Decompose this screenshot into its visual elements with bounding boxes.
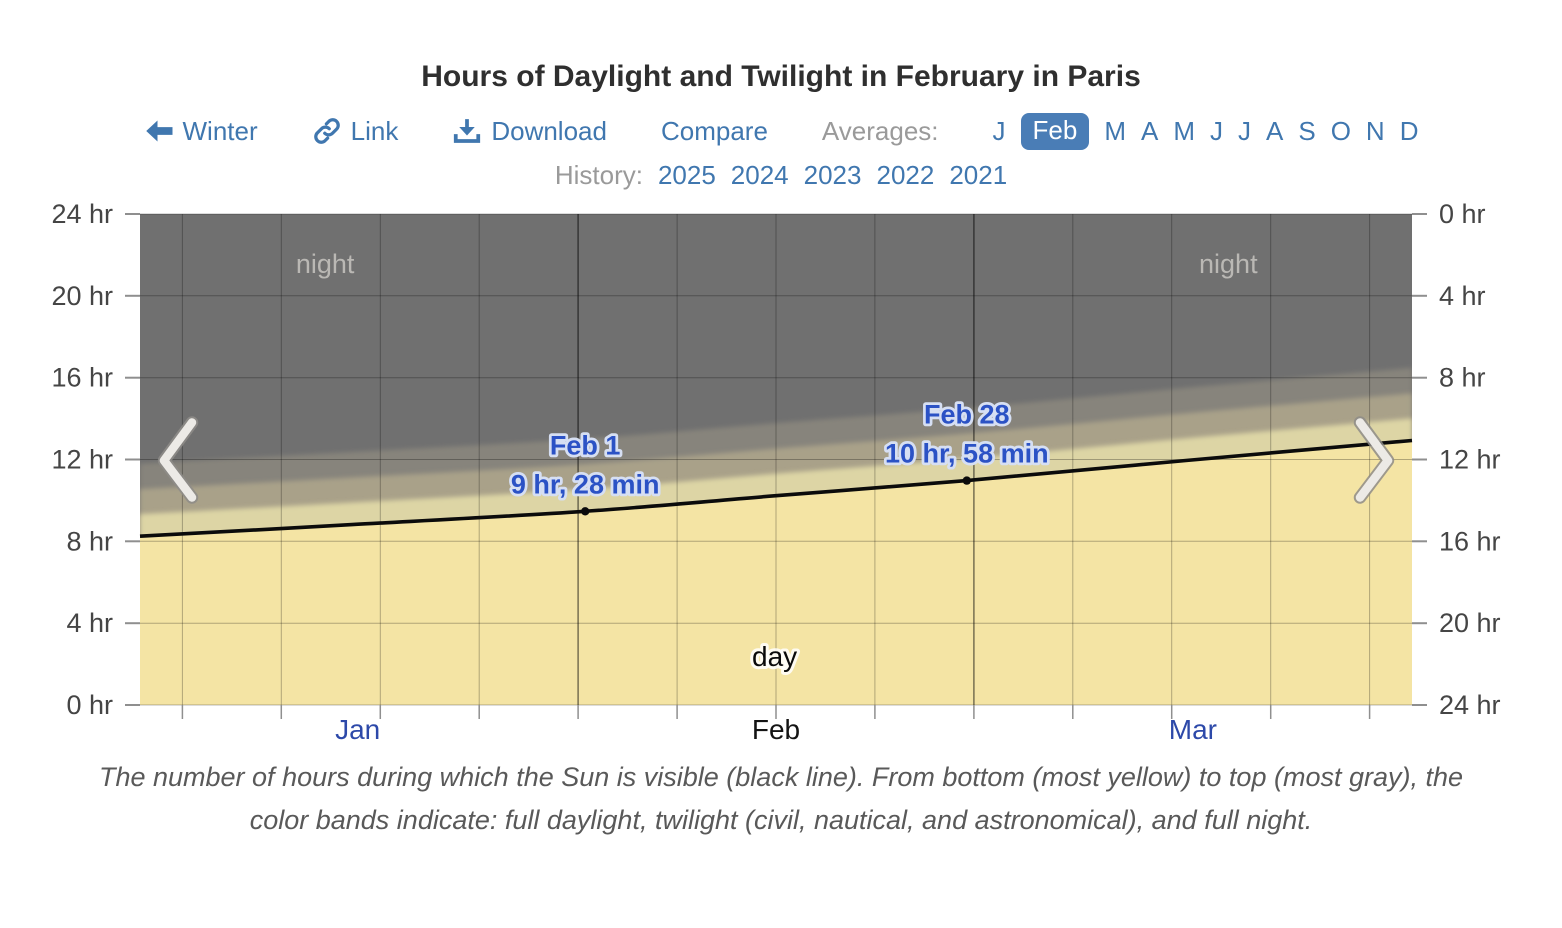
next-period-button[interactable] bbox=[1353, 416, 1395, 504]
history-year-2025[interactable]: 2025 bbox=[657, 160, 716, 190]
month-pill-dec[interactable]: D bbox=[1399, 115, 1419, 146]
x-axis-month-jan[interactable]: Jan bbox=[335, 714, 380, 745]
y-axis-label-left: 4 hr bbox=[66, 608, 113, 638]
annotation-dot-0 bbox=[581, 507, 590, 516]
history-label: History: bbox=[554, 160, 643, 190]
history-row: History: 2025 2024 2023 2022 2021 bbox=[0, 160, 1562, 191]
annotation-date-1: Feb 28 bbox=[924, 400, 1010, 430]
history-year-2022[interactable]: 2022 bbox=[876, 160, 935, 190]
link-button[interactable]: Link bbox=[312, 115, 399, 147]
annotation-date-0: Feb 1 bbox=[550, 430, 621, 460]
download-label: Download bbox=[491, 115, 607, 146]
compare-button[interactable]: Compare bbox=[661, 116, 768, 147]
y-axis-label-right: 0 hr bbox=[1439, 199, 1486, 229]
month-pill-aug[interactable]: A bbox=[1266, 115, 1284, 146]
back-arrow-icon bbox=[145, 120, 172, 142]
y-axis-label-left: 24 hr bbox=[51, 199, 113, 229]
month-pill-jun[interactable]: J bbox=[1210, 115, 1223, 146]
download-icon bbox=[454, 119, 481, 143]
back-button[interactable]: Winter bbox=[144, 116, 258, 147]
month-pill-apr[interactable]: A bbox=[1140, 115, 1159, 146]
y-axis-label-left: 8 hr bbox=[66, 526, 113, 556]
night-region-label: night bbox=[1199, 249, 1258, 279]
back-label: Winter bbox=[182, 115, 258, 146]
history-year-2024[interactable]: 2024 bbox=[730, 160, 789, 190]
day-region-label: day bbox=[752, 641, 797, 672]
toolbar: Winter Link Download Compare Averages: J… bbox=[0, 106, 1562, 156]
y-axis-label-right: 24 hr bbox=[1439, 690, 1501, 720]
y-axis-label-right: 8 hr bbox=[1439, 363, 1486, 393]
page-title: Hours of Daylight and Twilight in Februa… bbox=[421, 60, 1141, 93]
y-axis-label-right: 4 hr bbox=[1439, 281, 1486, 311]
y-axis-label-left: 0 hr bbox=[66, 690, 113, 720]
annotation-value-1: 10 hr, 58 min bbox=[885, 439, 1049, 469]
prev-period-button[interactable] bbox=[157, 416, 199, 504]
annotation-dot-1 bbox=[962, 476, 971, 485]
y-axis-label-right: 12 hr bbox=[1439, 445, 1501, 475]
y-axis-label-left: 20 hr bbox=[51, 281, 113, 311]
compare-label: Compare bbox=[660, 115, 768, 146]
y-axis-label-left: 16 hr bbox=[51, 363, 113, 393]
history-year-2021[interactable]: 2021 bbox=[949, 160, 1008, 190]
month-pill-nov[interactable]: N bbox=[1365, 115, 1385, 146]
month-pill-mar[interactable]: M bbox=[1104, 115, 1126, 146]
x-axis-month-mar[interactable]: Mar bbox=[1169, 714, 1217, 745]
chart-caption: The number of hours during which the Sun… bbox=[98, 762, 1464, 835]
month-pill-jan[interactable]: J bbox=[992, 115, 1006, 146]
month-pill-oct[interactable]: O bbox=[1330, 115, 1351, 146]
month-pill-feb-active[interactable]: Feb bbox=[1020, 112, 1090, 150]
month-pill-may[interactable]: M bbox=[1173, 115, 1195, 146]
history-year-2023[interactable]: 2023 bbox=[803, 160, 862, 190]
averages-label: Averages: bbox=[821, 115, 939, 146]
night-region-label: night bbox=[296, 249, 355, 279]
daylight-chart[interactable]: 24 hr 0 hr 20 hr 4 hr 16 hr 8 hr 12 hr 1… bbox=[0, 0, 1562, 775]
x-axis-month-feb: Feb bbox=[752, 714, 800, 745]
month-pill-jul[interactable]: J bbox=[1238, 115, 1251, 146]
link-label: Link bbox=[350, 115, 399, 146]
y-axis-label-right: 20 hr bbox=[1439, 608, 1501, 638]
axis-ticks: 24 hr 0 hr 20 hr 4 hr 16 hr 8 hr 12 hr 1… bbox=[51, 199, 1500, 720]
annotation-value-0: 9 hr, 28 min bbox=[511, 469, 660, 499]
sun-hours-line bbox=[139, 438, 1413, 538]
averages-month-list: J Feb M A M J J A S O N D bbox=[992, 112, 1419, 150]
gridlines bbox=[140, 213, 1412, 706]
y-axis-label-left: 12 hr bbox=[51, 445, 113, 475]
link-icon bbox=[313, 118, 340, 144]
download-button[interactable]: Download bbox=[452, 116, 607, 147]
month-pill-sep[interactable]: S bbox=[1298, 115, 1316, 146]
y-axis-label-right: 16 hr bbox=[1439, 526, 1501, 556]
